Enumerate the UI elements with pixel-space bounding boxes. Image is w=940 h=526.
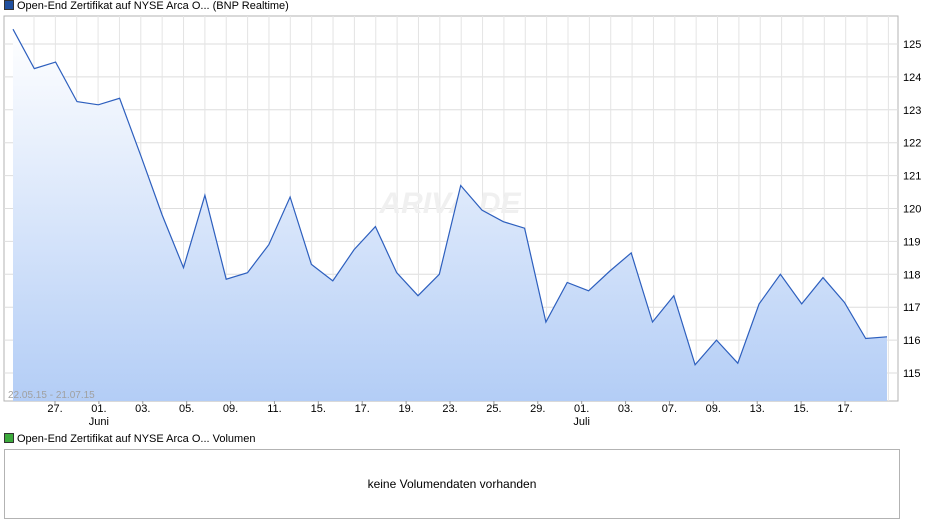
x-tick-label: 01. — [91, 403, 106, 415]
price-point — [459, 184, 462, 187]
price-area — [13, 29, 887, 401]
price-point — [843, 301, 846, 304]
y-tick-label: 121 — [903, 171, 921, 183]
price-point — [758, 302, 761, 305]
price-point — [246, 271, 249, 274]
y-tick-label: 122 — [903, 138, 921, 150]
volume-panel: keine Volumendaten vorhanden — [4, 449, 900, 519]
price-point — [395, 271, 398, 274]
volume-empty-message: keine Volumendaten vorhanden — [367, 477, 537, 491]
price-legend-label: Open-End Zertifikat auf NYSE Arca O... (… — [17, 0, 289, 12]
x-tick-label: 25. — [486, 403, 501, 415]
price-point — [523, 227, 526, 230]
price-point — [608, 270, 611, 273]
price-point — [438, 273, 441, 276]
price-point — [651, 321, 654, 324]
volume-legend-swatch — [4, 433, 14, 443]
x-tick-label: 15. — [793, 403, 808, 415]
volume-legend: Open-End Zertifikat auf NYSE Arca O... V… — [4, 433, 255, 447]
price-point — [310, 263, 313, 266]
y-tick-label: 118 — [903, 269, 921, 281]
price-legend: Open-End Zertifikat auf NYSE Arca O... (… — [4, 0, 289, 14]
price-point — [502, 220, 505, 223]
price-point — [374, 225, 377, 228]
price-point — [225, 278, 228, 281]
x-tick-label: 09. — [223, 403, 238, 415]
price-point — [76, 100, 79, 103]
price-point — [97, 103, 100, 106]
y-axis: 115 116 117 118 119 120 121 122 123 124 125 — [903, 39, 921, 380]
x-tick-label: 09. — [706, 403, 721, 415]
price-point — [353, 248, 356, 251]
y-tick-label: 117 — [903, 302, 921, 314]
price-point — [54, 61, 57, 64]
price-point — [886, 335, 889, 338]
price-point — [12, 28, 15, 31]
price-point — [481, 209, 484, 212]
price-point — [544, 321, 547, 324]
price-point — [33, 67, 36, 70]
price-point — [800, 302, 803, 305]
y-tick-label: 115 — [903, 368, 921, 380]
x-tick-label: 03. — [135, 403, 150, 415]
date-range-label: 22.05.15 - 21.07.15 — [8, 390, 95, 401]
price-point — [139, 154, 142, 157]
x-tick-label: 07. — [662, 403, 677, 415]
price-point — [672, 294, 675, 297]
price-point — [822, 276, 825, 279]
x-tick-label: 23. — [442, 403, 457, 415]
x-tick-label: 15. — [311, 403, 326, 415]
y-tick-label: 123 — [903, 105, 921, 117]
price-point — [715, 339, 718, 342]
price-point — [864, 337, 867, 340]
price-point — [267, 243, 270, 246]
y-tick-label: 120 — [903, 204, 921, 216]
y-tick-label: 124 — [903, 72, 921, 84]
watermark: ARIVA.DE — [378, 187, 521, 220]
price-point — [203, 194, 206, 197]
price-point — [417, 294, 420, 297]
x-tick-label: 11. — [267, 403, 281, 415]
x-month-label: Juni — [89, 416, 109, 428]
price-point — [331, 279, 334, 282]
x-tick-label: 27. — [47, 403, 62, 415]
price-point — [118, 97, 121, 100]
y-tick-label: 125 — [903, 39, 921, 51]
price-chart: ARIVA.DE 22.05.15 - 21.07.15 11511611711… — [3, 15, 921, 428]
x-month-label: Juli — [573, 416, 590, 428]
price-point — [630, 251, 633, 254]
y-tick-label: 116 — [903, 335, 921, 347]
x-tick-label: 05. — [179, 403, 194, 415]
x-tick-label: 29. — [530, 403, 545, 415]
x-tick-label: 17. — [837, 403, 852, 415]
price-point — [289, 196, 292, 199]
price-legend-swatch — [4, 0, 14, 10]
price-line — [12, 28, 888, 367]
price-point — [587, 289, 590, 292]
price-point — [161, 214, 164, 217]
x-tick-label: 17. — [355, 403, 370, 415]
price-point — [779, 273, 782, 276]
x-tick-label: 01. — [574, 403, 589, 415]
price-point — [566, 281, 569, 284]
price-point — [182, 266, 185, 269]
price-point — [694, 363, 697, 366]
price-point — [736, 362, 739, 365]
x-tick-label: 19. — [398, 403, 413, 415]
volume-legend-label: Open-End Zertifikat auf NYSE Arca O... V… — [17, 433, 256, 445]
x-tick-label: 03. — [618, 403, 633, 415]
x-tick-label: 13. — [750, 403, 765, 415]
y-tick-label: 119 — [903, 236, 921, 248]
